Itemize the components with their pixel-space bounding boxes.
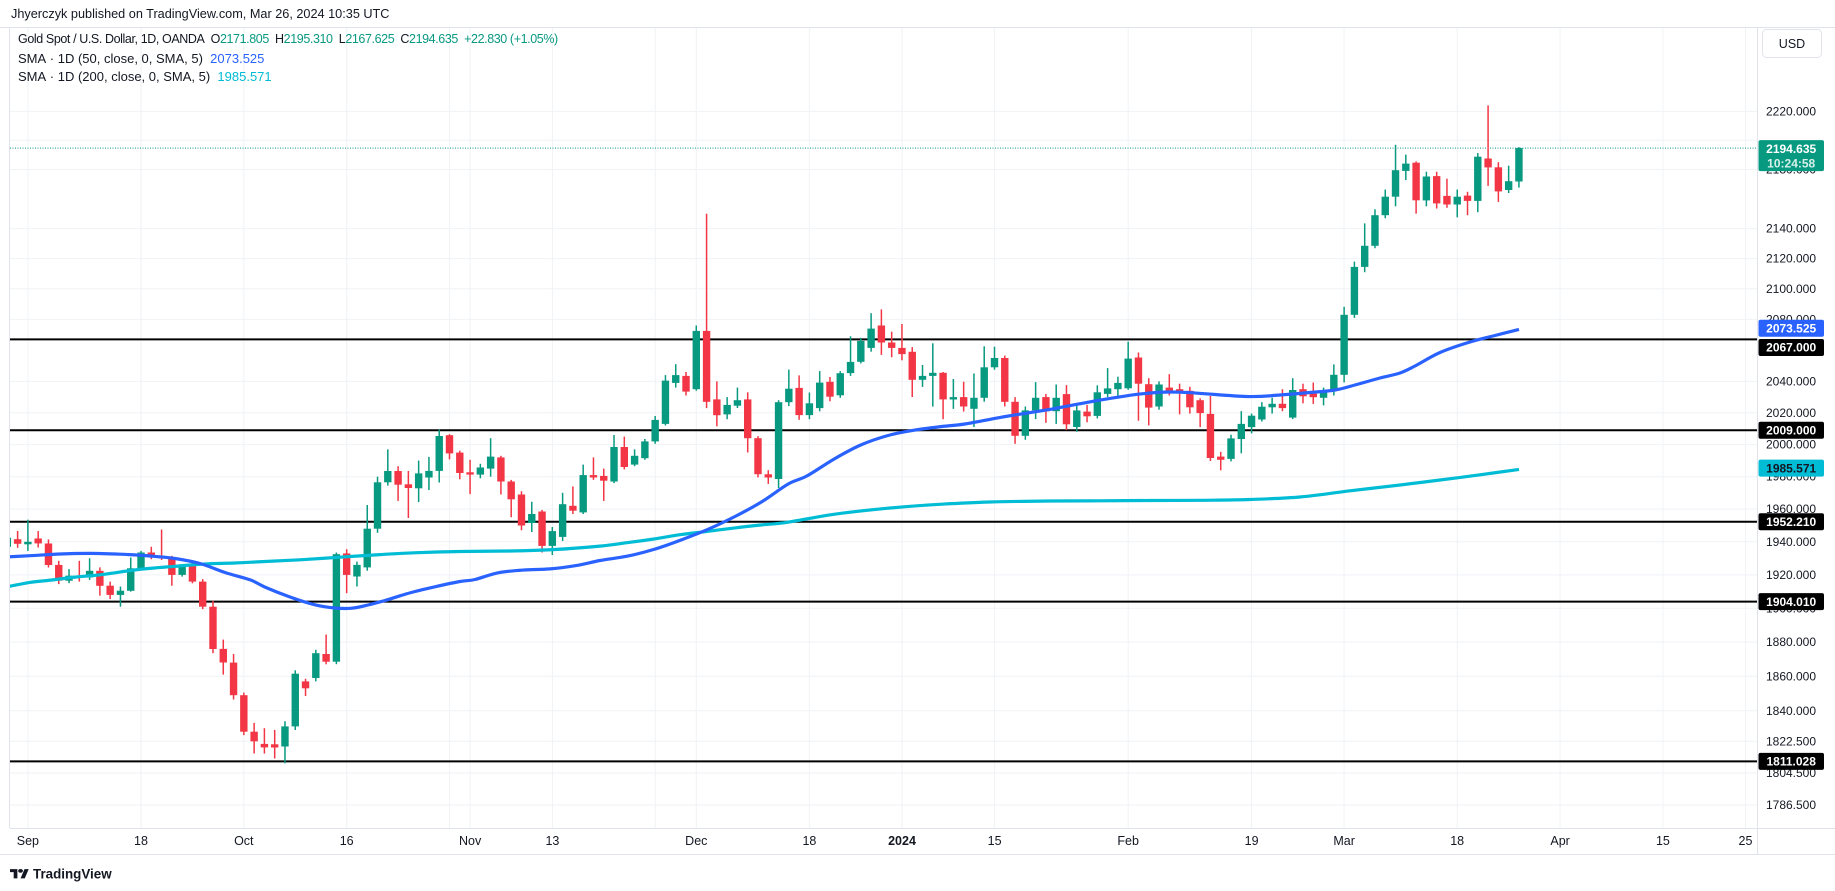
svg-text:Sep: Sep: [17, 834, 39, 848]
svg-text:2120.000: 2120.000: [1766, 252, 1816, 266]
svg-text:2024: 2024: [888, 834, 916, 848]
svg-text:1811.028: 1811.028: [1767, 755, 1817, 769]
svg-text:2100.000: 2100.000: [1766, 282, 1816, 296]
svg-text:19: 19: [1245, 834, 1259, 848]
svg-text:1860.000: 1860.000: [1766, 669, 1816, 683]
svg-text:1960.000: 1960.000: [1766, 502, 1816, 516]
svg-text:15: 15: [1656, 834, 1670, 848]
svg-text:1952.210: 1952.210: [1766, 515, 1816, 529]
svg-text:2220.000: 2220.000: [1766, 104, 1816, 118]
svg-text:Nov: Nov: [459, 834, 482, 848]
svg-text:16: 16: [340, 834, 354, 848]
svg-text:Oct: Oct: [234, 834, 254, 848]
svg-text:2009.000: 2009.000: [1766, 424, 1816, 438]
svg-text:Mar: Mar: [1333, 834, 1355, 848]
svg-text:TradingView: TradingView: [33, 867, 112, 882]
svg-text:1880.000: 1880.000: [1766, 635, 1816, 649]
svg-text:1904.010: 1904.010: [1766, 595, 1816, 609]
svg-text:Apr: Apr: [1550, 834, 1569, 848]
svg-text:2194.635: 2194.635: [1766, 142, 1816, 156]
svg-text:1822.500: 1822.500: [1766, 734, 1816, 748]
svg-text:2020.000: 2020.000: [1766, 406, 1816, 420]
svg-text:2140.000: 2140.000: [1766, 222, 1816, 236]
svg-text:1840.000: 1840.000: [1766, 704, 1816, 718]
svg-text:2000.000: 2000.000: [1766, 438, 1816, 452]
svg-text:USD: USD: [1779, 37, 1805, 51]
svg-text:1920.000: 1920.000: [1766, 568, 1816, 582]
svg-text:15: 15: [988, 834, 1002, 848]
svg-text:18: 18: [802, 834, 816, 848]
svg-text:1786.500: 1786.500: [1766, 798, 1816, 812]
svg-text:2040.000: 2040.000: [1766, 374, 1816, 388]
svg-text:2073.525: 2073.525: [1766, 322, 1816, 336]
svg-text:18: 18: [134, 834, 148, 848]
svg-text:13: 13: [545, 834, 559, 848]
svg-text:1940.000: 1940.000: [1766, 535, 1816, 549]
svg-text:Dec: Dec: [685, 834, 707, 848]
svg-text:Feb: Feb: [1117, 834, 1139, 848]
svg-text:1985.571: 1985.571: [1766, 461, 1816, 475]
svg-text:10:24:58: 10:24:58: [1767, 157, 1815, 171]
svg-text:25: 25: [1739, 834, 1753, 848]
svg-text:2067.000: 2067.000: [1766, 341, 1816, 355]
svg-text:18: 18: [1450, 834, 1464, 848]
